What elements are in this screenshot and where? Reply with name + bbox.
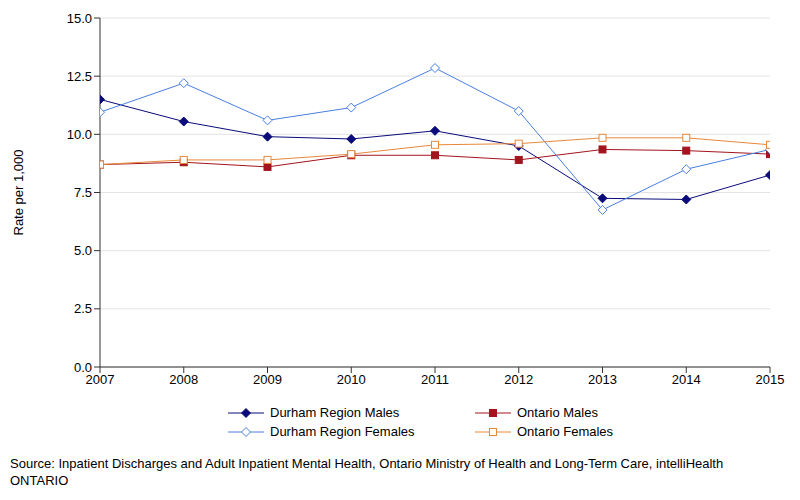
svg-text:12.5: 12.5 — [67, 69, 92, 84]
svg-text:10.0: 10.0 — [67, 127, 92, 142]
svg-text:2010: 2010 — [337, 372, 366, 387]
html-text:Durham Region Males: Durham Region Males — [270, 405, 400, 420]
svg-text:2.5: 2.5 — [74, 301, 92, 316]
svg-text:15.0: 15.0 — [67, 11, 92, 26]
svg-text:Rate per 1,000: Rate per 1,000 — [11, 149, 26, 235]
svg-text:2007: 2007 — [85, 372, 115, 388]
svg-text:0.0: 0.0 — [74, 360, 92, 375]
svg-text:2014: 2014 — [672, 372, 701, 387]
svg-text:2009: 2009 — [253, 372, 282, 387]
svg-text:2012: 2012 — [504, 372, 533, 387]
svg-text:5.0: 5.0 — [74, 243, 92, 258]
svg-text:2015: 2015 — [756, 372, 785, 387]
svg-text:2013: 2013 — [588, 372, 617, 387]
html-text:Ontario Females: Ontario Females — [517, 424, 614, 439]
svg-text:2011: 2011 — [421, 372, 449, 387]
svg-text:2008: 2008 — [169, 372, 198, 387]
html-text:Ontario Males: Ontario Males — [517, 405, 598, 420]
html-text:Source: Inpatient Discharges a: Source: Inpatient Discharges and Adult I… — [10, 456, 724, 488]
svg-text:7.5: 7.5 — [74, 185, 92, 200]
html-text:Durham Region Females: Durham Region Females — [270, 424, 415, 439]
